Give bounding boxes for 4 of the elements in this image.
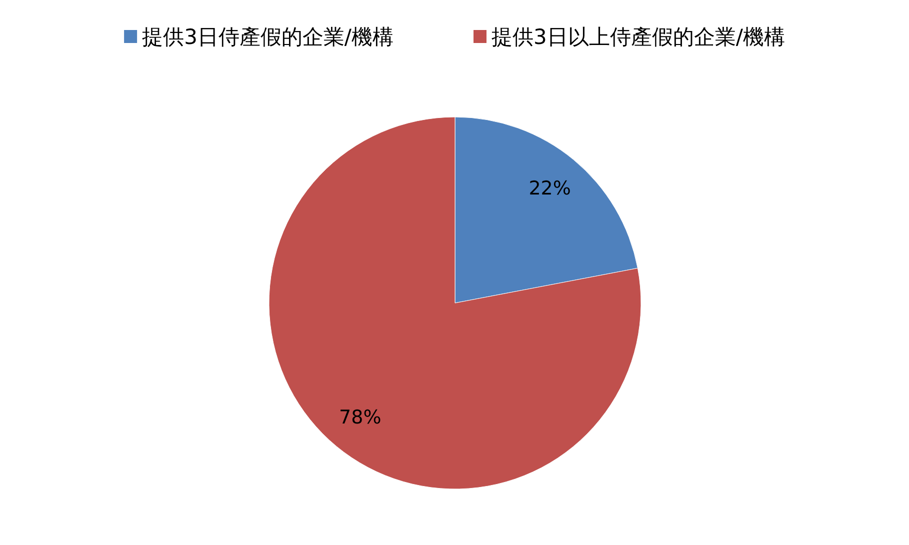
legend-label: 提供3日侍產假的企業/機構 <box>142 25 394 49</box>
data-label: 22% <box>528 177 571 200</box>
data-label: 78% <box>339 406 382 429</box>
legend-label: 提供3日以上侍產假的企業/機構 <box>492 25 785 49</box>
